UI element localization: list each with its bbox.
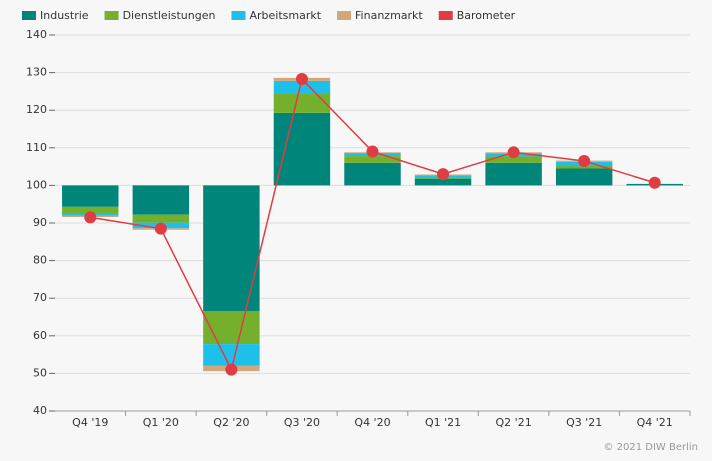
x-tick-label: Q1 '20 — [143, 416, 179, 429]
bar-segment — [62, 206, 119, 214]
x-tick-label: Q4 '20 — [354, 416, 390, 429]
legend-swatch — [22, 11, 36, 20]
line-point — [366, 145, 379, 158]
x-tick-label: Q4 '21 — [637, 416, 673, 429]
bar-segment — [555, 168, 613, 186]
bar-segment — [273, 112, 331, 186]
legend-label: Arbeitsmarkt — [249, 9, 321, 22]
line-point — [225, 363, 238, 376]
x-tick-label: Q3 '21 — [566, 416, 602, 429]
credits: © 2021 DIW Berlin — [603, 442, 698, 453]
bar-segment — [203, 344, 260, 366]
legend-swatch — [438, 11, 453, 20]
line-point — [437, 168, 450, 181]
line-point — [295, 72, 308, 85]
y-tick-label: 110 — [26, 141, 47, 154]
legend-swatch — [231, 11, 246, 20]
y-tick-label: 60 — [33, 329, 47, 342]
bar-segment — [273, 80, 331, 95]
y-tick-label: 40 — [33, 404, 47, 417]
bar-segment — [485, 156, 542, 163]
line-point — [154, 222, 167, 235]
line-point — [578, 154, 591, 167]
x-tick-label: Q4 '19 — [72, 416, 108, 429]
legend-swatch — [104, 11, 119, 20]
line-point — [507, 146, 520, 159]
legend-label: Dienstleistungen — [123, 9, 216, 22]
bar-segment — [344, 162, 401, 186]
legend-label: Finanzmarkt — [355, 9, 423, 22]
bar-segment — [132, 214, 190, 223]
bar-segment — [273, 94, 331, 113]
x-tick-label: Q3 '20 — [284, 416, 320, 429]
x-tick-label: Q1 '21 — [425, 416, 461, 429]
y-tick-label: 50 — [33, 366, 47, 379]
legend-swatch — [337, 11, 352, 20]
y-tick-label: 120 — [26, 103, 47, 116]
y-tick-label: 100 — [26, 178, 47, 191]
line-point — [84, 211, 97, 224]
bar-segment — [62, 185, 119, 207]
x-tick-label: Q2 '21 — [496, 416, 532, 429]
legend-label: Barometer — [457, 9, 516, 22]
bar-segment — [132, 185, 190, 215]
y-tick-label: 130 — [26, 66, 47, 79]
y-tick-label: 70 — [33, 291, 47, 304]
line-point — [648, 176, 661, 189]
y-tick-label: 140 — [26, 28, 47, 41]
bar-segment — [203, 310, 260, 345]
bar-segment — [555, 165, 613, 169]
bar-segment — [203, 185, 260, 311]
bar-segment — [344, 156, 401, 163]
bar-segment — [414, 178, 472, 186]
y-tick-label: 90 — [33, 216, 47, 229]
legend-label: Industrie — [40, 9, 89, 22]
y-tick-label: 80 — [33, 254, 47, 267]
x-tick-label: Q2 '20 — [213, 416, 249, 429]
bar-segment — [485, 162, 542, 186]
